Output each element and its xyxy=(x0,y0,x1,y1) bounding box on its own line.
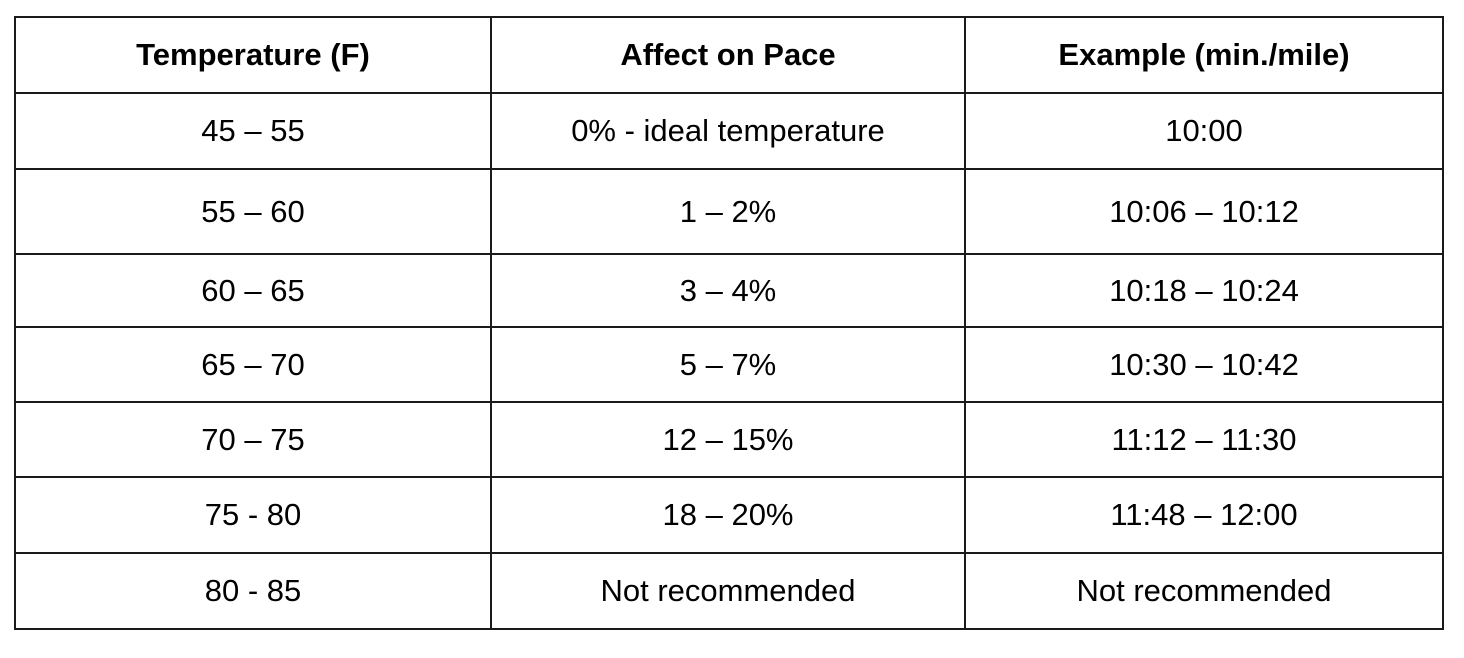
temperature-pace-table: Temperature (F) Affect on Pace Example (… xyxy=(14,16,1444,630)
cell-temperature: 75 - 80 xyxy=(14,476,492,554)
table-row: 75 - 80 18 – 20% 11:48 – 12:00 xyxy=(14,476,1444,554)
cell-affect: 5 – 7% xyxy=(490,326,966,403)
table-row: 80 - 85 Not recommended Not recommended xyxy=(14,552,1444,630)
cell-example: 10:00 xyxy=(964,92,1444,170)
cell-temperature: 60 – 65 xyxy=(14,253,492,328)
cell-temperature: 65 – 70 xyxy=(14,326,492,403)
table-row: 60 – 65 3 – 4% 10:18 – 10:24 xyxy=(14,253,1444,328)
cell-affect: 12 – 15% xyxy=(490,401,966,478)
header-example-pace: Example (min./mile) xyxy=(964,16,1444,94)
cell-affect: 1 – 2% xyxy=(490,168,966,255)
cell-example: Not recommended xyxy=(964,552,1444,630)
pace-table-container: Temperature (F) Affect on Pace Example (… xyxy=(14,16,1444,630)
cell-affect: 3 – 4% xyxy=(490,253,966,328)
header-temperature: Temperature (F) xyxy=(14,16,492,94)
table-row: 70 – 75 12 – 15% 11:12 – 11:30 xyxy=(14,401,1444,478)
table-header-row: Temperature (F) Affect on Pace Example (… xyxy=(14,16,1444,94)
cell-example: 10:30 – 10:42 xyxy=(964,326,1444,403)
cell-example: 10:18 – 10:24 xyxy=(964,253,1444,328)
cell-affect: 0% - ideal temperature xyxy=(490,92,966,170)
cell-example: 10:06 – 10:12 xyxy=(964,168,1444,255)
cell-affect: 18 – 20% xyxy=(490,476,966,554)
header-affect-on-pace: Affect on Pace xyxy=(490,16,966,94)
cell-temperature: 45 – 55 xyxy=(14,92,492,170)
cell-temperature: 55 – 60 xyxy=(14,168,492,255)
table-row: 45 – 55 0% - ideal temperature 10:00 xyxy=(14,92,1444,170)
cell-temperature: 80 - 85 xyxy=(14,552,492,630)
cell-temperature: 70 – 75 xyxy=(14,401,492,478)
table-row: 55 – 60 1 – 2% 10:06 – 10:12 xyxy=(14,168,1444,255)
cell-affect: Not recommended xyxy=(490,552,966,630)
cell-example: 11:12 – 11:30 xyxy=(964,401,1444,478)
table-row: 65 – 70 5 – 7% 10:30 – 10:42 xyxy=(14,326,1444,403)
cell-example: 11:48 – 12:00 xyxy=(964,476,1444,554)
